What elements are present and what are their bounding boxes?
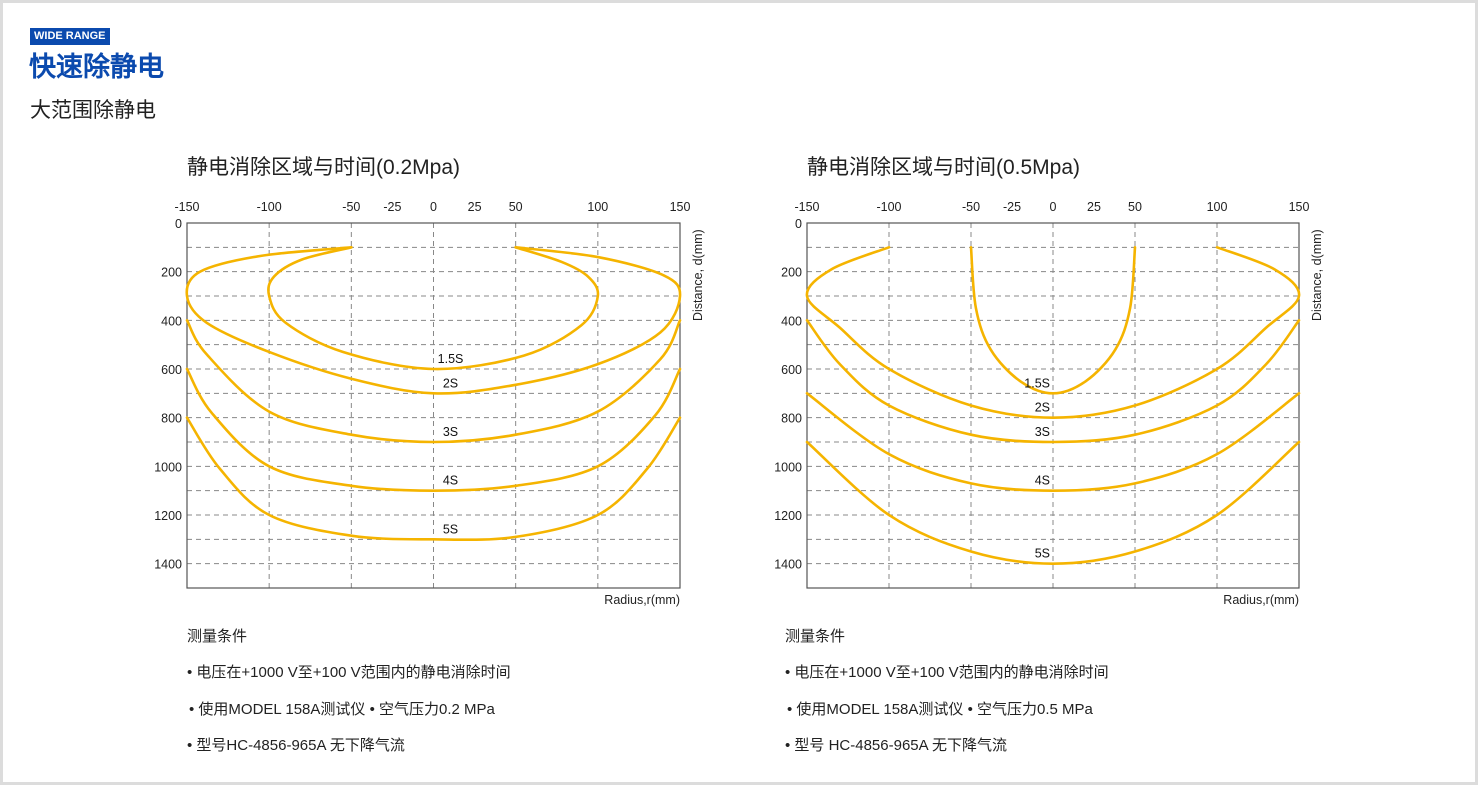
x-tick-label: 50 (509, 200, 523, 214)
x-tick-label: -100 (257, 200, 282, 214)
note-item: • 使用MODEL 158A测试仪 • 空气压力0.5 MPa (787, 701, 1093, 718)
x-axis-label: Radius,r(mm) (604, 593, 680, 607)
y-tick-label: 0 (795, 217, 802, 231)
x-tick-label: 150 (1289, 200, 1310, 214)
curve-label: 2S (443, 376, 458, 390)
curve-4S (805, 392, 1301, 492)
x-tick-label: -150 (794, 200, 819, 214)
x-tick-label: -50 (962, 200, 980, 214)
y-tick-label: 1200 (774, 509, 802, 523)
y-tick-label: 400 (161, 314, 182, 328)
y-tick-label: 600 (161, 363, 182, 377)
chart-0: -150 -100 -50 -25 0 25 50 100 150 0 200 400 600 800 10… (154, 200, 705, 607)
y-tick-label: 200 (781, 266, 802, 280)
y-tick-label: 1400 (774, 558, 802, 572)
curve-4S (185, 367, 682, 492)
page-title: 快速除静电 (29, 52, 164, 82)
y-tick-label: 1000 (774, 460, 802, 474)
curve-label: 3S (443, 425, 458, 439)
curve-label: 3S (1035, 425, 1050, 439)
x-tick-label: 150 (670, 200, 691, 214)
x-tick-label: 25 (468, 200, 482, 214)
x-tick-label: 100 (587, 200, 608, 214)
plot-frame (186, 222, 681, 589)
curve-5S (805, 440, 1301, 565)
curve-label: 5S (1035, 547, 1050, 561)
y-tick-label: 1000 (154, 460, 182, 474)
chart-title-0.2mpa: 静电消除区域与时间(0.2Mpa) (187, 156, 461, 179)
chart-title-0.5mpa: 静电消除区域与时间(0.5Mpa) (807, 156, 1081, 179)
x-tick-label: 100 (1207, 200, 1228, 214)
note-item: • 电压在+1000 V至+100 V范围内的静电消除时间 (187, 664, 511, 681)
curve-1-5S (267, 246, 600, 371)
curve-3S (185, 319, 682, 444)
curve-label: 4S (1035, 474, 1050, 488)
wide-range-badge: WIDE RANGE (30, 28, 110, 45)
y-tick-label: 800 (781, 412, 802, 426)
note-item: • 电压在+1000 V至+100 V范围内的静电消除时间 (785, 664, 1109, 681)
curve-label: 2S (1035, 401, 1050, 415)
note-item: • 使用MODEL 158A测试仪 • 空气压力0.2 MPa (189, 701, 495, 718)
y-tick-label: 200 (161, 266, 182, 280)
x-tick-label: 25 (1087, 200, 1101, 214)
x-tick-label: 0 (430, 200, 437, 214)
curve-2S (185, 246, 682, 395)
x-axis-label: Radius,r(mm) (1223, 593, 1299, 607)
y-tick-label: 1400 (154, 558, 182, 572)
page: WIDE RANGE 快速除静电 大范围除静电 (3, 3, 1475, 782)
x-tick-label: -100 (876, 200, 901, 214)
x-tick-label: 50 (1128, 200, 1142, 214)
page-subtitle: 大范围除静电 (30, 99, 156, 122)
notes-heading: 测量条件 (187, 628, 248, 645)
y-tick-label: 400 (781, 314, 802, 328)
x-tick-label: 0 (1050, 200, 1057, 214)
x-tick-label: -25 (1003, 200, 1021, 214)
curve-label: 5S (443, 522, 458, 536)
y-axis-label: Distance, d(mm) (1310, 229, 1324, 321)
curve-label: 1.5S (1024, 376, 1050, 390)
curve-3S (805, 319, 1301, 444)
plot-frame (806, 222, 1300, 589)
curve-label: 1.5S (438, 352, 464, 366)
curve-2S (805, 246, 1301, 419)
curve-label: 4S (443, 474, 458, 488)
y-tick-label: 0 (175, 217, 182, 231)
y-tick-label: 600 (781, 363, 802, 377)
curve-5S (185, 416, 682, 542)
curve-1-5S (969, 246, 1137, 395)
note-item: • 型号HC-4856-965A 无下降气流 (187, 737, 405, 754)
x-tick-label: -50 (342, 200, 360, 214)
x-tick-label: -150 (174, 200, 199, 214)
chart-1: -150 -100 -50 -25 0 25 50 100 150 0 200 400 600 800 10… (774, 200, 1324, 607)
y-tick-label: 800 (161, 412, 182, 426)
y-tick-label: 1200 (154, 509, 182, 523)
note-item: • 型号 HC-4856-965A 无下降气流 (785, 737, 1007, 754)
notes-heading: 测量条件 (785, 628, 846, 645)
y-axis-label: Distance, d(mm) (691, 229, 705, 321)
x-tick-label: -25 (383, 200, 401, 214)
